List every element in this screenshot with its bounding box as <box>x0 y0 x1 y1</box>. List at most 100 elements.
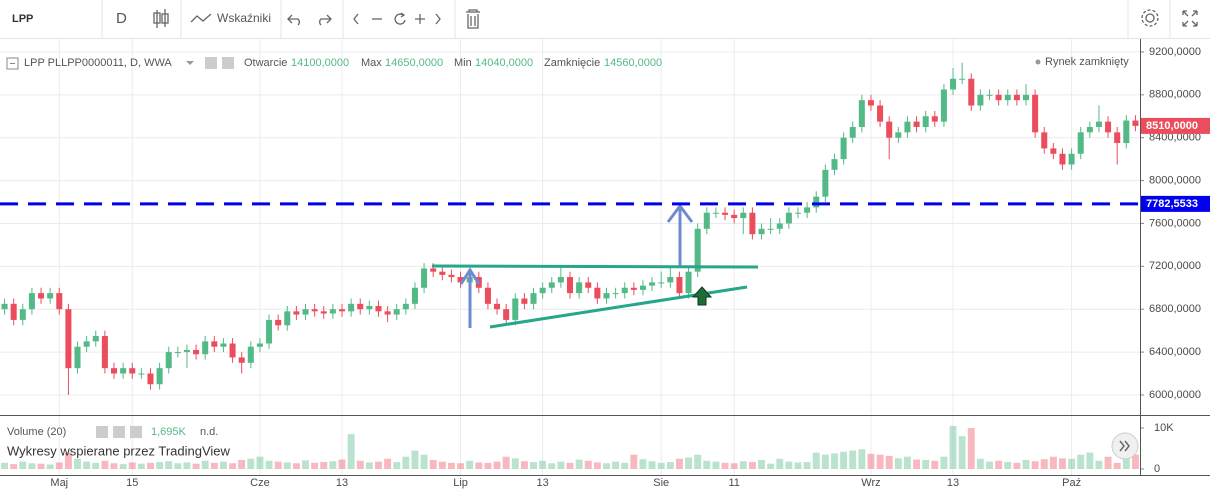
candle-body <box>357 303 364 310</box>
candle-body <box>1 303 8 310</box>
volume-bar <box>274 461 282 469</box>
overlay: Maj 15 Cze 13 Lip 13 Sie 11 Wrz 13 Paź 6000,0000 640… <box>0 38 1210 489</box>
volume-bar <box>648 461 656 469</box>
zoom-in-button[interactable] <box>415 14 425 24</box>
candle-body <box>740 212 747 219</box>
volume-bar <box>1 462 9 469</box>
volume-bar <box>876 454 884 469</box>
volume-bar <box>903 456 911 469</box>
resistance-line <box>431 264 759 269</box>
symbol[interactable]: LPP <box>12 13 33 25</box>
volume-bar <box>466 460 474 469</box>
volume-bar <box>575 459 583 469</box>
x-tick-label: 13 <box>947 477 959 489</box>
volume-bar <box>530 462 537 469</box>
volume-bar <box>548 463 556 469</box>
volume-bar <box>976 458 984 469</box>
volume-bar <box>493 461 501 469</box>
fullscreen-button[interactable] <box>1182 10 1198 27</box>
interval[interactable]: D <box>116 10 127 27</box>
candles <box>1 62 1139 395</box>
volume-bar <box>785 461 793 469</box>
volume-bar <box>894 458 902 469</box>
candle-body <box>484 287 491 304</box>
volume-eye[interactable] <box>96 426 108 438</box>
volume-bar <box>858 449 866 469</box>
y2-tick-label: 10K <box>1154 422 1174 434</box>
reset-button[interactable] <box>394 12 406 25</box>
collapse-button[interactable] <box>6 57 19 70</box>
volume-bar <box>566 462 574 469</box>
y-tick-label: 7600,0000 <box>1149 217 1201 229</box>
volume-bar <box>1122 457 1130 469</box>
indicators-button[interactable]: Wskaźniki <box>217 11 271 25</box>
volume-close[interactable] <box>130 426 142 438</box>
volume-bar <box>147 462 154 469</box>
volume-bar <box>520 461 528 469</box>
settings-button[interactable] <box>1145 13 1155 23</box>
candle-body <box>1114 132 1121 144</box>
candle-body <box>1095 121 1102 127</box>
candle-body <box>448 274 455 278</box>
volume-bar <box>64 452 72 469</box>
volume-bar <box>995 460 1003 469</box>
candle-body <box>977 94 984 106</box>
candle-body <box>1068 153 1075 165</box>
candle-body <box>302 309 309 315</box>
candle-body <box>1077 132 1084 154</box>
candle-body <box>92 335 99 342</box>
volume-bar <box>767 463 775 469</box>
candle-body <box>1041 132 1048 149</box>
volume-bar <box>411 450 419 469</box>
scroll-to-end-button[interactable] <box>1111 432 1139 460</box>
volume-bar <box>730 463 738 469</box>
candle-body <box>849 126 856 138</box>
candle-type-button[interactable] <box>153 9 169 28</box>
volume-bar <box>849 450 857 469</box>
redo-button[interactable] <box>319 14 332 26</box>
volume-bar <box>156 462 164 469</box>
candle-body <box>867 100 874 106</box>
volume-bar <box>475 462 483 469</box>
candle-body <box>1059 153 1066 165</box>
volume-bar <box>256 456 264 469</box>
candle-body <box>758 228 765 235</box>
volume-bar <box>812 452 820 469</box>
volume-settings[interactable] <box>113 426 125 438</box>
candle-body <box>393 309 400 315</box>
hline-label-bg <box>1141 195 1210 212</box>
volume-bar <box>338 459 346 469</box>
candle-body <box>557 277 564 283</box>
volume-bar <box>1131 454 1139 469</box>
candle-body <box>384 311 391 315</box>
arrow-up-1 <box>459 267 481 328</box>
candle-body <box>712 212 719 214</box>
volume-bar <box>457 463 465 469</box>
candle-body <box>421 268 428 288</box>
delete-button[interactable] <box>466 9 480 29</box>
candle-body <box>612 293 619 295</box>
candle-body <box>1050 148 1057 154</box>
volume-bar <box>922 459 930 469</box>
legend-menu[interactable] <box>186 61 194 65</box>
undo-button[interactable] <box>287 14 300 26</box>
candle-body <box>375 305 382 312</box>
volume-bar <box>958 436 966 469</box>
candle-body <box>667 277 674 283</box>
scroll-left-button[interactable] <box>353 13 359 25</box>
legend-eye[interactable] <box>205 57 217 69</box>
volume-bar <box>1077 454 1085 469</box>
candle-body <box>685 271 692 294</box>
volume-bar <box>603 463 610 469</box>
x-tick-label: Lip <box>453 477 468 489</box>
legend-settings[interactable] <box>222 57 234 69</box>
candle-body <box>512 298 519 320</box>
scroll-right-button[interactable] <box>435 13 441 25</box>
volume-bar <box>110 463 118 469</box>
candle-body <box>494 303 501 310</box>
volume-bar <box>940 456 948 469</box>
candle-body <box>275 319 282 326</box>
volume-bar <box>739 461 747 469</box>
volume-bar <box>393 462 401 469</box>
